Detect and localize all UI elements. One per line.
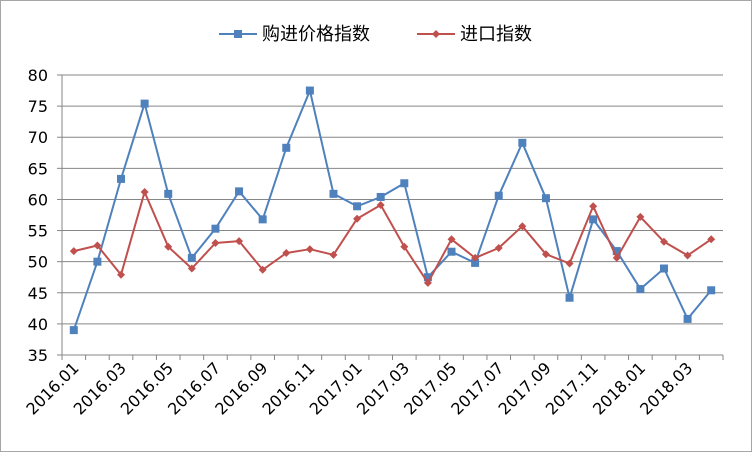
series-1 — [69, 187, 716, 287]
data-point — [636, 285, 645, 294]
data-point — [494, 191, 503, 200]
data-point — [305, 86, 314, 95]
data-point — [353, 214, 362, 223]
data-point — [329, 189, 338, 198]
data-point — [140, 99, 149, 108]
data-point — [683, 251, 692, 260]
data-point — [565, 259, 574, 268]
series-0 — [69, 86, 716, 335]
data-point — [659, 237, 668, 246]
legend: 购进价格指数 进口指数 — [219, 24, 532, 45]
data-point — [589, 215, 598, 224]
data-point — [471, 258, 480, 267]
data-point — [541, 250, 550, 259]
data-point — [69, 247, 78, 256]
data-point — [211, 224, 220, 233]
series-layer — [69, 86, 716, 335]
x-tick-label: 2018.03 — [636, 358, 696, 418]
y-tick-label: 70 — [28, 128, 48, 147]
axis-layer: 354045505560657075802016.012016.032016.0… — [22, 66, 724, 419]
data-point — [518, 222, 527, 231]
series-line — [73, 191, 712, 284]
legend-swatch-marker — [234, 30, 242, 38]
y-tick-label: 45 — [28, 284, 48, 303]
data-point — [164, 242, 173, 251]
data-point — [612, 253, 621, 262]
data-point — [376, 192, 385, 201]
data-point — [140, 187, 149, 196]
data-point — [471, 253, 480, 262]
data-point — [164, 189, 173, 198]
series-line — [72, 89, 712, 331]
data-point — [518, 138, 527, 147]
data-point — [235, 237, 244, 246]
data-point — [69, 326, 78, 335]
data-point — [707, 286, 716, 295]
data-point — [447, 235, 456, 244]
y-tick-label: 35 — [28, 346, 48, 365]
data-point — [235, 187, 244, 196]
data-point — [447, 247, 456, 256]
data-point — [282, 248, 291, 257]
legend-swatch-marker — [432, 30, 440, 38]
data-point — [400, 242, 409, 251]
data-point — [423, 278, 432, 287]
data-point — [565, 293, 574, 302]
y-tick-label: 65 — [28, 159, 48, 178]
y-tick-label: 75 — [28, 97, 48, 116]
data-point — [659, 264, 668, 273]
grid-layer — [62, 74, 723, 325]
data-point — [423, 273, 432, 282]
data-point — [117, 174, 126, 183]
data-point — [258, 215, 267, 224]
y-tick-label: 80 — [28, 66, 48, 85]
data-point — [376, 201, 385, 210]
y-tick-label: 40 — [28, 315, 48, 334]
data-point — [93, 241, 102, 250]
data-point — [329, 250, 338, 259]
data-point — [494, 243, 503, 252]
y-tick-label: 50 — [28, 253, 48, 272]
legend-item-0: 购进价格指数 — [219, 24, 370, 45]
data-point — [187, 253, 196, 262]
data-point — [612, 247, 621, 256]
data-point — [258, 265, 267, 274]
data-point — [400, 179, 409, 188]
legend-item-1: 进口指数 — [417, 24, 532, 45]
data-point — [683, 314, 692, 323]
legend-label: 购进价格指数 — [262, 24, 370, 45]
data-point — [636, 212, 645, 221]
data-point — [117, 270, 126, 279]
y-tick-label: 55 — [28, 222, 48, 241]
data-point — [305, 245, 314, 254]
data-point — [187, 264, 196, 273]
y-tick-label: 60 — [28, 190, 48, 209]
data-point — [707, 235, 716, 244]
legend-label: 进口指数 — [460, 24, 532, 45]
data-point — [589, 202, 598, 211]
data-point — [541, 194, 550, 203]
data-point — [211, 239, 220, 247]
data-point — [353, 202, 362, 211]
data-point — [282, 143, 291, 152]
data-point — [93, 257, 102, 266]
